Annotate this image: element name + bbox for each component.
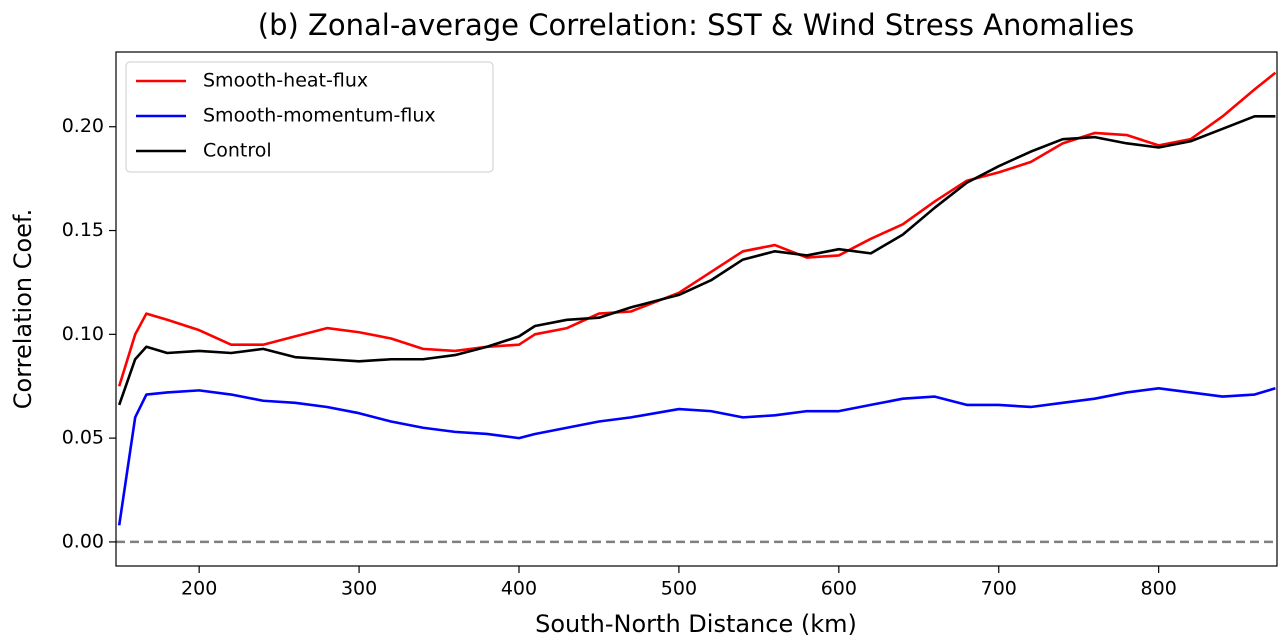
x-tick-label: 600: [821, 578, 857, 600]
x-tick-label: 300: [341, 578, 377, 600]
x-tick-label: 400: [501, 578, 537, 600]
legend-label: Smooth-heat-flux: [203, 70, 368, 92]
y-tick-label: 0.10: [62, 323, 104, 345]
x-axis-label: South-North Distance (km): [535, 610, 857, 638]
plot-frame: [115, 51, 1278, 567]
y-tick-label: 0.00: [62, 530, 104, 552]
x-tick-label: 500: [661, 578, 697, 600]
y-tick-label: 0.05: [62, 427, 104, 449]
x-tick-label: 200: [181, 578, 217, 600]
y-tick-label: 0.20: [62, 115, 104, 137]
legend-box: [125, 61, 494, 173]
legend-label: Control: [203, 140, 272, 162]
y-axis-label: Correlation Coef.: [9, 209, 37, 410]
x-tick-label: 700: [981, 578, 1017, 600]
series-line: [117, 387, 1276, 526]
x-tick-label: 800: [1141, 578, 1177, 600]
legend-label: Smooth-momentum-flux: [203, 105, 436, 127]
chart-title: (b) Zonal-average Correlation: SST & Win…: [258, 8, 1134, 42]
y-tick-label: 0.15: [62, 219, 104, 241]
series-line: [117, 115, 1276, 406]
series-line: [117, 71, 1277, 387]
